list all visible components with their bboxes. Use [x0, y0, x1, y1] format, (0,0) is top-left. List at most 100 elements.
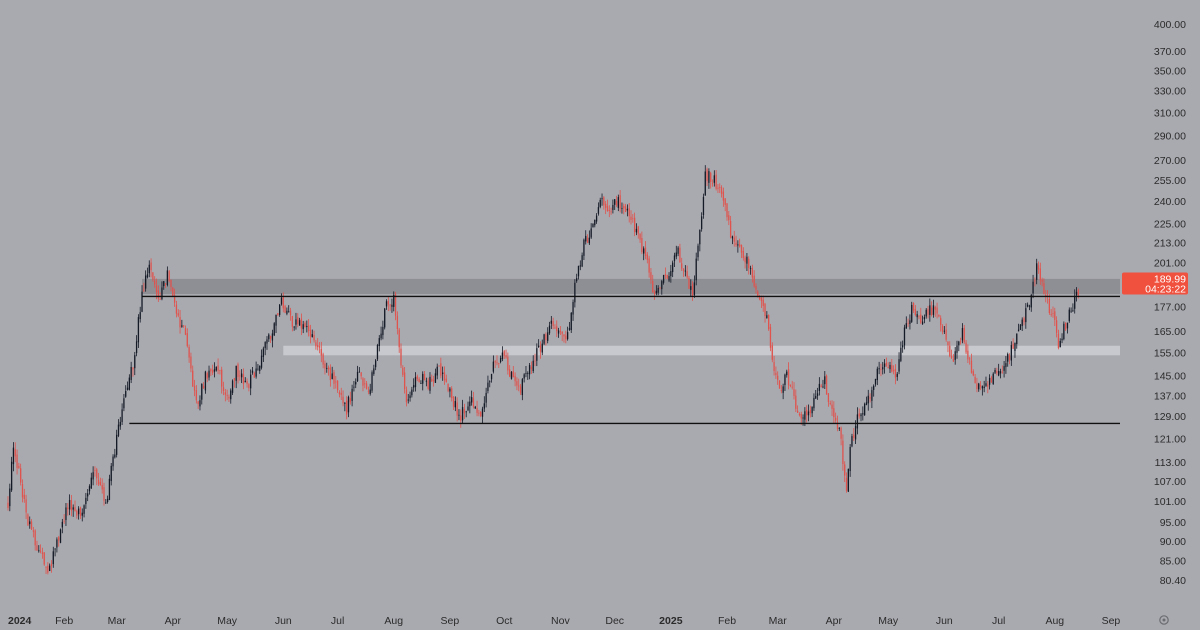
candle-body — [126, 387, 129, 390]
candle-body — [766, 315, 768, 319]
candle-body — [492, 361, 495, 372]
candle-body — [309, 329, 312, 337]
price-tick-label: 95.00 — [1160, 517, 1186, 529]
candle-body — [566, 332, 569, 340]
candle-body — [985, 383, 987, 386]
candle-body — [717, 187, 719, 189]
candle-body — [480, 411, 482, 416]
candle-body — [130, 366, 132, 380]
candle-body — [728, 215, 730, 221]
candle-body — [21, 484, 24, 498]
candle-body — [192, 370, 194, 387]
candle-body — [324, 363, 326, 369]
candle-body — [226, 395, 228, 396]
candle-body — [588, 237, 591, 244]
candle-body — [275, 314, 277, 326]
time-axis[interactable]: 2024 Feb Mar Apr May Jun Jul Aug Sep Oct Nov Dec 202… — [8, 615, 1120, 627]
candle-body — [918, 316, 920, 318]
candle-body — [700, 216, 703, 230]
candle-body — [331, 373, 333, 379]
candle-body — [143, 289, 145, 291]
candle-body — [202, 385, 205, 389]
candle-body — [909, 320, 911, 324]
candle-body — [271, 333, 274, 341]
candle-body — [1054, 311, 1056, 320]
candle-body — [280, 297, 283, 305]
candle-body — [869, 397, 871, 399]
candle-body — [414, 377, 417, 388]
candle-body — [384, 308, 386, 328]
candle-body — [829, 403, 831, 405]
candle-body — [697, 245, 699, 258]
candle-body — [657, 287, 659, 293]
candle-body — [116, 434, 118, 455]
candle-body — [1048, 298, 1051, 313]
candle-body — [277, 313, 279, 316]
candle-body — [487, 382, 489, 391]
candle-body — [952, 358, 955, 362]
candle-body — [954, 351, 956, 360]
candle-body — [125, 391, 127, 397]
candle-body — [592, 223, 594, 228]
candle-body — [974, 376, 976, 384]
time-tick-label: Aug — [384, 615, 403, 627]
candle-body — [970, 360, 973, 373]
candle-body — [998, 371, 1000, 376]
candle-body — [438, 365, 440, 367]
price-tick-label: 155.00 — [1154, 348, 1186, 360]
candle-body — [882, 367, 884, 370]
candle-body — [374, 360, 377, 368]
candle-body — [789, 384, 792, 387]
candle-body — [532, 360, 534, 372]
candle-body — [978, 383, 980, 390]
candle-body — [516, 381, 518, 386]
candle-body — [681, 263, 683, 269]
candle-body — [557, 330, 560, 334]
candle-body — [887, 367, 889, 369]
candle-body — [63, 520, 65, 522]
candle-body — [623, 205, 625, 209]
candle-body — [336, 380, 339, 391]
candle-body — [773, 362, 775, 371]
candle-body — [693, 282, 696, 295]
candle-body — [583, 239, 585, 256]
candle-body — [628, 208, 630, 217]
candle-body — [699, 229, 701, 245]
candle-body — [633, 217, 636, 232]
candle-body — [847, 468, 849, 492]
candle-body — [746, 256, 748, 264]
candle-body — [1075, 291, 1078, 296]
time-tick-label: Jul — [992, 615, 1005, 627]
last-price-value: 189.99 — [1154, 274, 1186, 286]
candle-body — [710, 172, 712, 183]
candle-body — [498, 363, 500, 364]
candle-body — [10, 461, 13, 491]
candle-body — [528, 365, 531, 375]
candle-body — [679, 247, 681, 263]
candle-body — [394, 294, 397, 316]
candle-body — [152, 272, 154, 280]
candle-body — [284, 306, 286, 313]
candle-body — [77, 508, 80, 515]
candle-body — [148, 264, 150, 274]
candle-body — [949, 345, 951, 357]
candle-body — [547, 332, 549, 341]
candle-body — [976, 383, 978, 389]
candle-body — [470, 397, 473, 403]
time-tick-label: Jun — [936, 615, 953, 627]
last-price-label-background — [1122, 272, 1188, 295]
candle-body — [340, 392, 342, 395]
candle-body — [398, 329, 400, 348]
candle-body — [820, 385, 822, 388]
settings-icon[interactable] — [1159, 615, 1169, 625]
candle-body — [201, 383, 203, 400]
candle-body — [559, 330, 562, 332]
candle-body — [355, 381, 357, 385]
candle-body — [318, 346, 321, 348]
zones-layer — [142, 278, 1121, 356]
price-tick-label: 165.00 — [1154, 326, 1186, 338]
candles-layer — [7, 165, 1079, 575]
candle-body — [431, 378, 433, 382]
